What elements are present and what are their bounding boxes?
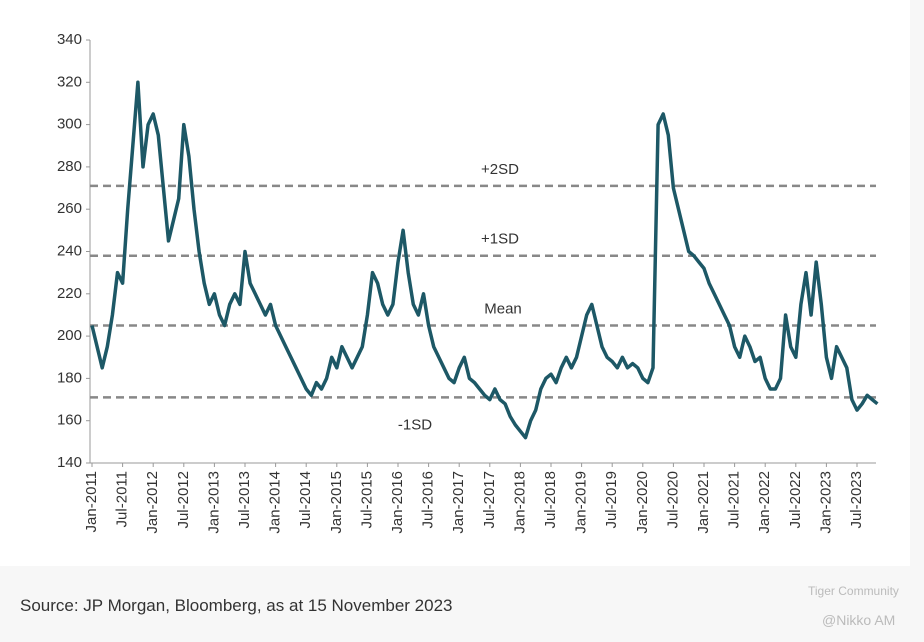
watermark: Tiger Community — [808, 584, 899, 598]
x-tick-label: Jan-2017 — [450, 471, 467, 534]
x-tick-label: Jan-2021 — [695, 471, 712, 534]
x-tick-label: Jul-2022 — [787, 471, 804, 529]
y-tick-label: 300 — [57, 116, 82, 133]
y-tick-label: 280 — [57, 158, 82, 175]
data-line — [90, 80, 879, 440]
y-tick-label: 180 — [57, 369, 82, 386]
reference-label: +1SD — [481, 231, 519, 248]
x-tick-label: Jan-2019 — [573, 471, 590, 534]
y-tick-label: 340 — [57, 31, 82, 48]
x-tick-label: Jul-2016 — [420, 471, 437, 529]
x-tick-label: Jul-2011 — [114, 471, 131, 527]
y-tick-label: 240 — [57, 242, 82, 259]
x-tick-label: Jan-2022 — [756, 471, 773, 534]
y-tick-label: 320 — [57, 73, 82, 90]
x-tick-label: Jan-2020 — [634, 471, 651, 534]
y-tick-label: 260 — [57, 200, 82, 217]
x-tick-label: Jan-2023 — [817, 471, 834, 534]
y-tick-label: 140 — [57, 454, 82, 471]
x-tick-label: Jul-2015 — [358, 471, 375, 529]
x-tick-label: Jul-2014 — [297, 471, 314, 529]
watermark: @Nikko AM — [822, 612, 896, 628]
x-tick-label: Jul-2012 — [175, 471, 192, 529]
x-tick-label: Jan-2014 — [267, 471, 284, 534]
x-tick-label: Jan-2015 — [328, 471, 345, 534]
x-tick-label: Jan-2018 — [511, 471, 528, 534]
reference-label: +2SD — [481, 161, 519, 178]
x-tick-label: Jul-2017 — [481, 471, 498, 529]
y-tick-label: 200 — [57, 327, 82, 344]
x-tick-label: Jan-2016 — [389, 471, 406, 534]
x-tick-label: Jan-2013 — [205, 471, 222, 534]
x-tick-label: Jul-2023 — [848, 471, 865, 529]
x-tick-label: Jan-2011 — [83, 471, 100, 532]
chart: 140 160 180 200 220 240 260 280 300 320 340 Jan-201… — [0, 0, 910, 566]
reference-label: -1SD — [398, 416, 432, 433]
x-tick-label: Jul-2021 — [726, 471, 743, 529]
source-note: Source: JP Morgan, Bloomberg, as at 15 N… — [20, 596, 453, 615]
reference-label: Mean — [484, 300, 522, 317]
x-tick-label: Jan-2012 — [144, 471, 161, 534]
x-tick-label: Jul-2018 — [542, 471, 559, 529]
y-tick-label: 220 — [57, 285, 82, 302]
chart-background — [0, 0, 910, 566]
x-tick-label: Jul-2019 — [603, 471, 620, 529]
y-tick-label: 160 — [57, 412, 82, 429]
x-tick-label: Jul-2020 — [664, 471, 681, 529]
x-tick-label: Jul-2013 — [236, 471, 253, 529]
